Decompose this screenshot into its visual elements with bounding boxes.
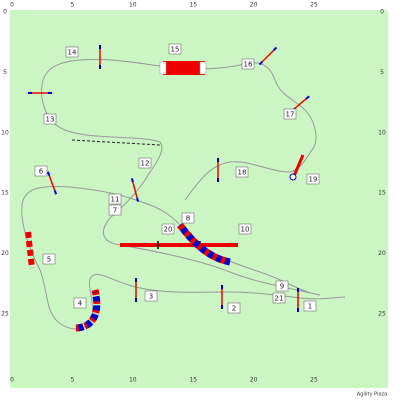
axis-label: 15: [378, 190, 386, 197]
axis-label: 20: [378, 250, 386, 257]
obstacle-number: 5: [47, 256, 51, 264]
obstacle-number: 10: [241, 226, 250, 234]
obstacle-number: 21: [275, 295, 284, 303]
jump-wing: [46, 171, 51, 176]
jump-wing: [258, 60, 264, 66]
axis-label: 25: [378, 311, 386, 318]
tunnel-4-stripe: [74, 291, 101, 332]
axis-label: 0: [380, 9, 384, 16]
axis-label: 15: [1, 190, 9, 197]
label-box: [235, 166, 249, 178]
obstacle-number: 13: [46, 116, 55, 124]
jump-wing: [305, 95, 310, 100]
axis-label: 20: [250, 377, 258, 384]
label-box: [275, 280, 289, 292]
obstacle-number: 2: [232, 305, 236, 313]
obstacle-number: 6: [39, 168, 44, 176]
axis-label: 5: [3, 69, 7, 76]
label-box: [227, 302, 241, 314]
label-box: [42, 253, 56, 265]
label-box: [168, 43, 182, 55]
label-box: [306, 173, 320, 185]
obstacle-number: 12: [141, 160, 150, 168]
tunnel-8: [177, 222, 231, 266]
jump: [130, 178, 140, 202]
obstacle-number: 15: [171, 46, 180, 54]
label-box: [238, 223, 252, 235]
axis-label: 15: [189, 2, 197, 9]
obstacle-number: 20: [164, 226, 173, 234]
tunnel-8-stripe: [177, 222, 231, 266]
label-box: [65, 46, 79, 58]
axis-label: 0: [10, 377, 14, 384]
obstacle-number: 4: [78, 300, 83, 308]
jump: [46, 171, 58, 195]
label-box: [161, 223, 175, 235]
jump-wing: [136, 197, 140, 202]
obstacle-number: 19: [309, 176, 318, 184]
obstacle-number: 16: [244, 61, 253, 69]
axis-label: 10: [1, 129, 9, 136]
axis-label: 25: [310, 377, 318, 384]
jump-bar: [132, 182, 138, 198]
label-box: [34, 165, 48, 177]
tire-19: [289, 154, 305, 181]
jump-wing: [53, 190, 58, 195]
axis-label: 0: [10, 2, 14, 9]
label-box: [138, 157, 152, 169]
obstacle-number: 11: [111, 196, 120, 204]
obstacle-number: 7: [113, 207, 117, 215]
obstacle-number: 18: [238, 169, 247, 177]
obstacle-number: 9: [280, 283, 284, 291]
label-box: [108, 193, 122, 205]
obstacle-number: 14: [68, 49, 77, 57]
obstacle-number: 1: [308, 303, 312, 311]
jump-wing: [272, 46, 278, 52]
footer: Agility Plaza: [357, 392, 387, 398]
axis-label: 10: [129, 377, 137, 384]
axis-label: 20: [250, 2, 258, 9]
tunnel-15: [159, 61, 207, 75]
label-box: [144, 290, 158, 302]
label-box: [73, 297, 87, 309]
axis-label: 25: [310, 2, 318, 9]
axis-label: 20: [1, 250, 9, 257]
axis-label: 10: [129, 2, 137, 9]
axis-label: 5: [70, 377, 74, 384]
jump-bar: [261, 49, 275, 63]
jump-bar: [293, 98, 307, 110]
label-box: [181, 212, 195, 224]
axis-label: 5: [70, 2, 74, 9]
axis-label: 5: [380, 69, 384, 76]
label-box: [283, 108, 297, 120]
label-box: [108, 204, 122, 216]
label-box: [272, 292, 286, 304]
tunnel-5: [25, 231, 35, 269]
obstacle-number: 8: [186, 215, 190, 223]
obstacle-number: 17: [286, 111, 295, 119]
axis-label: 15: [189, 377, 197, 384]
label-box: [241, 58, 255, 70]
axis-label: 0: [3, 9, 7, 16]
axis-label: 25: [1, 311, 9, 318]
axis-label: 10: [378, 129, 386, 136]
jump-bar: [48, 175, 56, 191]
label-box: [43, 113, 57, 125]
label-box: [303, 300, 317, 312]
jump-wing: [130, 178, 134, 183]
obstacle-number: 3: [149, 293, 153, 301]
jump: [258, 46, 278, 66]
